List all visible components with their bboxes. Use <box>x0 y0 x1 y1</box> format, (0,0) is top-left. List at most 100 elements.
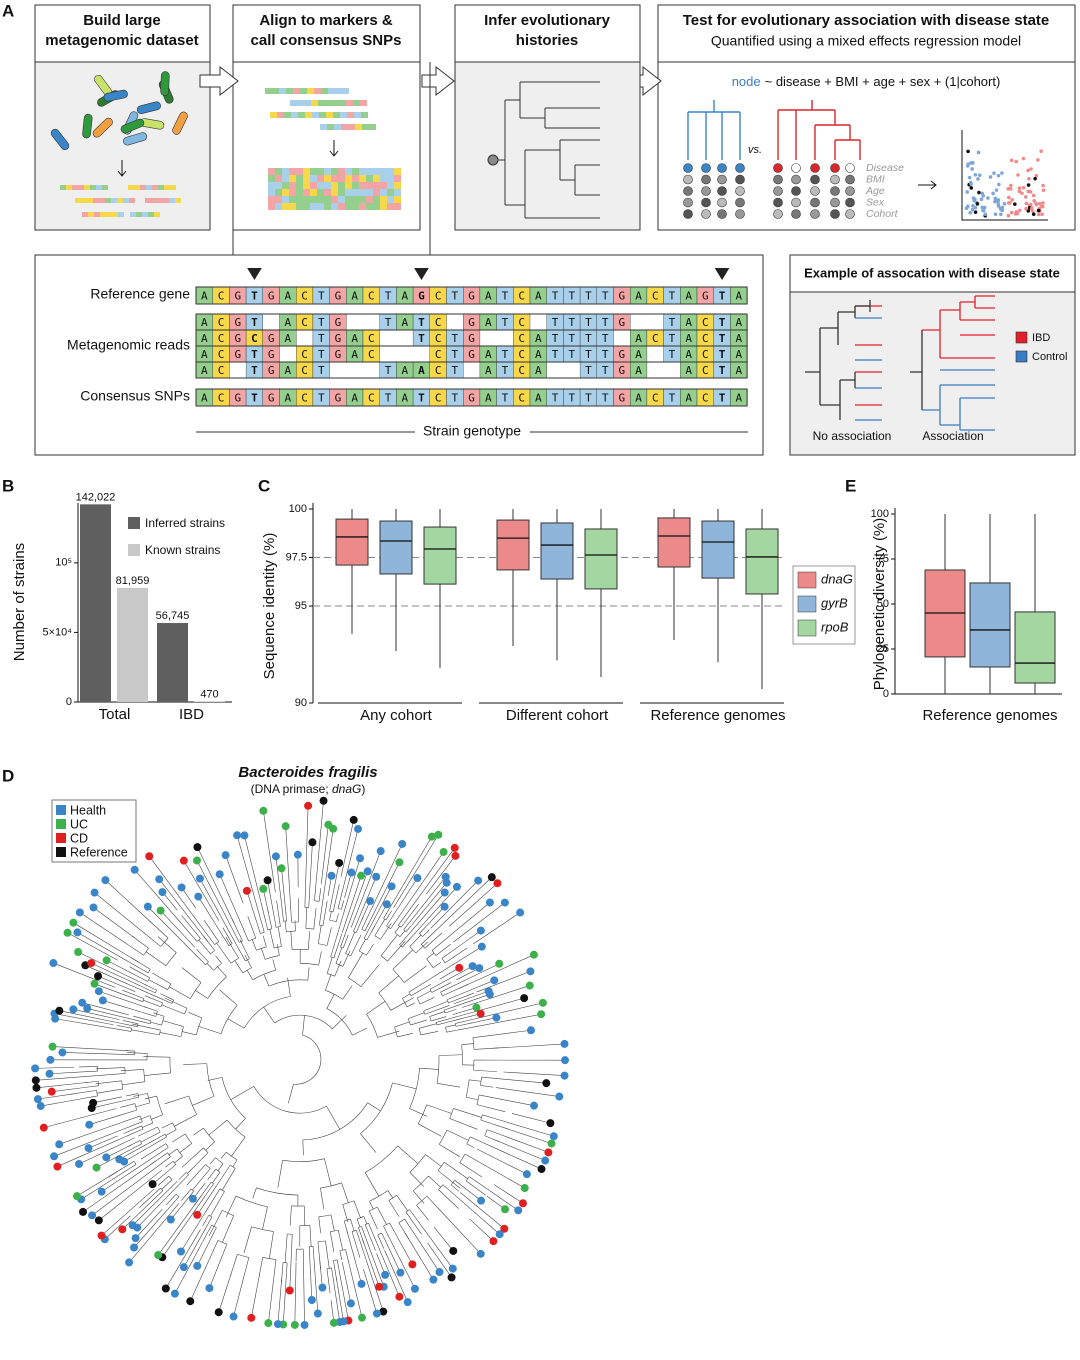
branch <box>329 1231 335 1252</box>
clade-arc <box>361 929 366 932</box>
leaf <box>78 998 87 1007</box>
base-letter: A <box>635 364 642 377</box>
leaf <box>455 963 464 972</box>
box <box>379 520 413 575</box>
base-letter: T <box>585 364 592 377</box>
panel-labels: A B C D E <box>2 1 856 785</box>
branch <box>144 1072 171 1076</box>
base-letter: A <box>201 392 208 405</box>
clade-arc <box>465 1079 470 1098</box>
branch <box>399 935 408 946</box>
branch <box>281 1262 284 1284</box>
branch <box>73 1009 120 1020</box>
leaf <box>69 918 78 927</box>
branch <box>219 989 238 1006</box>
read-strip <box>112 212 118 217</box>
base-letter: C <box>218 348 225 361</box>
clade-arc <box>416 997 421 1005</box>
branch <box>484 1135 500 1142</box>
read-strip <box>291 112 298 118</box>
branch <box>78 951 148 986</box>
branch <box>71 1095 98 1101</box>
branch <box>251 939 257 951</box>
branch <box>419 926 427 934</box>
branch <box>450 1184 460 1192</box>
branch <box>330 1214 335 1232</box>
branch <box>395 877 418 912</box>
read-strip <box>366 182 373 189</box>
legend-label: CD <box>70 831 88 845</box>
read-strip <box>303 203 310 210</box>
read-strip <box>331 189 338 196</box>
read-strip <box>362 124 369 130</box>
leaf <box>155 875 164 884</box>
vs-label: vs. <box>748 144 762 156</box>
branch <box>326 957 333 974</box>
branch <box>147 906 194 953</box>
read-strip <box>366 175 373 182</box>
branch <box>341 1261 352 1304</box>
base-letter: T <box>502 392 509 405</box>
branch <box>289 1263 292 1291</box>
read-strip <box>354 112 361 118</box>
base-letter: T <box>385 392 392 405</box>
bar <box>80 504 111 702</box>
branch <box>366 1001 386 1015</box>
leaf <box>179 856 188 865</box>
bar <box>117 587 148 702</box>
branch <box>198 923 215 945</box>
read-strip <box>275 189 282 196</box>
legend-swatch <box>1015 331 1028 344</box>
read-strip <box>338 203 345 210</box>
branch <box>221 1168 236 1191</box>
read-strip <box>345 175 352 182</box>
read-strip <box>289 175 296 182</box>
branch <box>428 946 483 981</box>
branch <box>344 871 368 934</box>
branch <box>271 901 277 928</box>
bacterium <box>50 128 70 151</box>
base-letter: T <box>602 316 609 329</box>
base-letter: T <box>251 290 258 303</box>
base-letter: A <box>735 364 742 377</box>
branch <box>350 1218 355 1231</box>
leaf <box>300 1320 309 1329</box>
leaf <box>53 1162 62 1171</box>
base-letter: T <box>552 290 559 303</box>
base-letter: A <box>635 290 642 303</box>
read-strip <box>268 189 275 196</box>
read-strip <box>346 100 353 106</box>
leaf <box>281 822 290 831</box>
leaf <box>161 1284 170 1293</box>
read-strip <box>282 168 289 175</box>
read-strip <box>328 88 335 94</box>
branch <box>367 1102 381 1112</box>
branch <box>503 1071 565 1076</box>
branch <box>196 860 229 921</box>
step-box <box>454 4 641 231</box>
leaf <box>379 1307 388 1316</box>
branch <box>408 876 446 924</box>
subtitle-part: ) <box>361 782 365 796</box>
read-strip <box>303 175 310 182</box>
leaf <box>63 928 72 937</box>
branch <box>168 1164 177 1172</box>
panel-label: A <box>2 1 14 20</box>
leaf <box>188 1194 197 1203</box>
branch <box>181 887 197 909</box>
branch <box>318 951 322 966</box>
leaf <box>55 1006 64 1015</box>
branch <box>342 985 353 1000</box>
branch <box>419 1067 439 1070</box>
scatter-dot <box>1017 186 1022 191</box>
leaf <box>398 839 407 848</box>
scatter-dot <box>968 210 972 215</box>
branch <box>275 856 283 913</box>
leaf <box>349 815 358 824</box>
branch <box>104 1215 131 1240</box>
base-letter: G <box>335 392 342 405</box>
branch <box>181 1188 192 1201</box>
base-letter: T <box>452 364 459 377</box>
leaf <box>472 1003 481 1012</box>
branch <box>409 934 422 947</box>
